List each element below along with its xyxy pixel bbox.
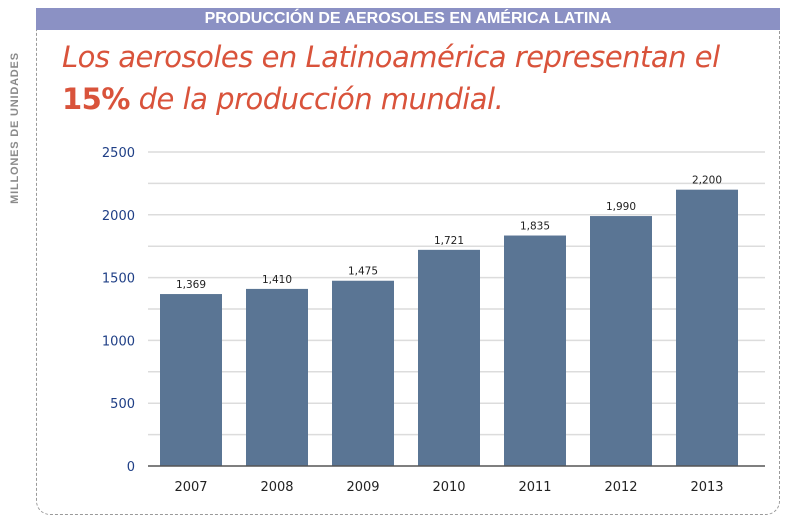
y-tick-label: 2500 [102, 146, 135, 161]
y-tick-label: 0 [127, 460, 135, 475]
x-tick-label: 2012 [604, 480, 637, 495]
data-label: 1,990 [606, 201, 636, 213]
y-tick-label: 1000 [102, 334, 135, 349]
bar-2012 [590, 216, 652, 466]
headline: Los aerosoles en Latinoamérica represent… [62, 36, 720, 120]
data-label: 1,369 [176, 279, 206, 291]
data-label: 1,721 [434, 235, 464, 247]
headline-line2: de la producción mundial. [129, 82, 504, 116]
bar-2011 [504, 235, 566, 466]
bar-2010 [418, 249, 480, 466]
headline-line1: Los aerosoles en Latinoamérica represent… [62, 40, 720, 74]
bar-2008 [246, 288, 308, 466]
data-label: 1,835 [520, 221, 550, 233]
chart-frame [36, 30, 780, 515]
y-tick-label: 2000 [102, 209, 135, 224]
bar-2013 [676, 189, 738, 466]
bar-2007 [160, 294, 222, 466]
headline-highlight: 15% [62, 82, 130, 116]
chart-header: PRODUCCIÓN DE AEROSOLES EN AMÉRICA LATIN… [36, 8, 780, 30]
x-tick-label: 2007 [174, 480, 207, 495]
data-label: 2,200 [692, 175, 722, 187]
y-tick-label: 1500 [102, 272, 135, 287]
x-tick-label: 2013 [690, 480, 723, 495]
x-tick-label: 2010 [432, 480, 465, 495]
x-tick-label: 2011 [518, 480, 551, 495]
y-tick-label: 500 [110, 397, 135, 412]
data-label: 1,410 [262, 274, 292, 286]
data-label: 1,475 [348, 266, 378, 278]
bar-2009 [332, 280, 394, 466]
x-tick-label: 2008 [260, 480, 293, 495]
x-tick-label: 2009 [346, 480, 379, 495]
